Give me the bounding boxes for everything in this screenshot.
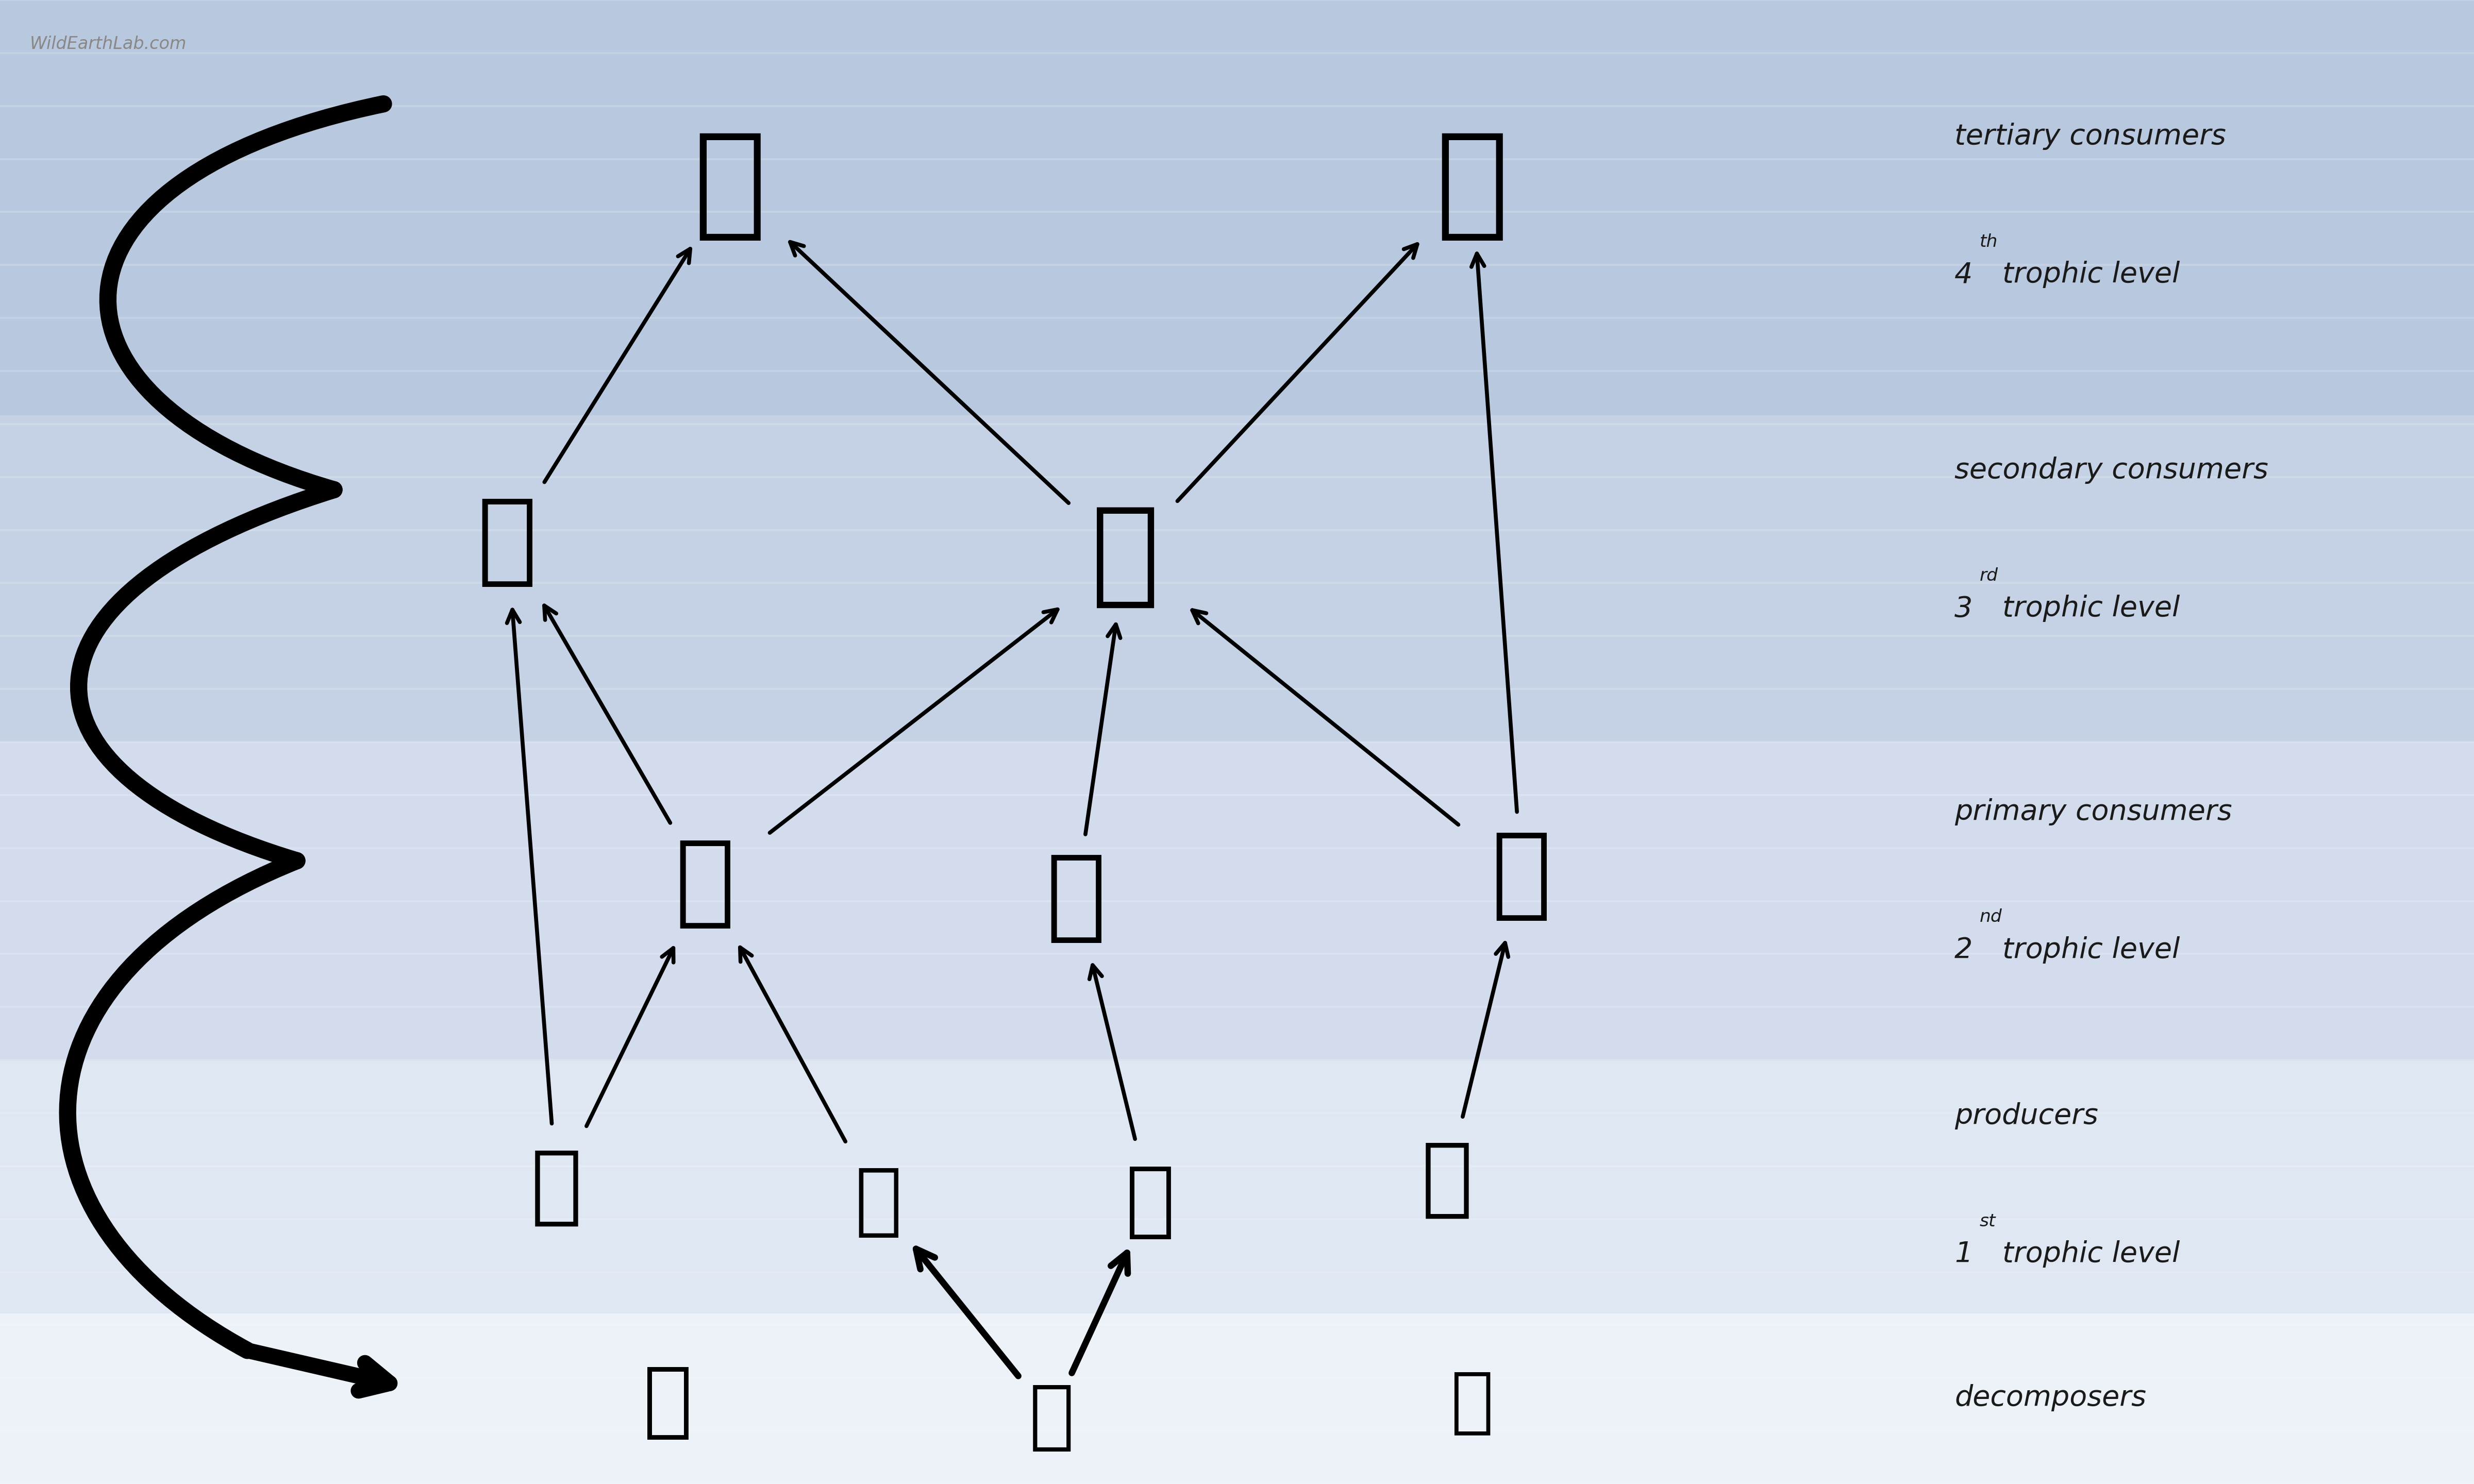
Text: decomposers: decomposers: [1954, 1385, 2147, 1411]
Text: 🦋: 🦋: [675, 834, 735, 932]
Text: st: st: [1979, 1212, 1997, 1230]
Text: 🐍: 🐍: [1091, 502, 1160, 611]
Text: secondary consumers: secondary consumers: [1954, 457, 2269, 484]
Text: 🐦: 🐦: [477, 493, 537, 591]
Text: trophic level: trophic level: [2001, 1241, 2180, 1267]
Text: 🪱: 🪱: [1029, 1382, 1074, 1453]
Bar: [0, 0, 2474, 416]
Text: trophic level: trophic level: [2001, 936, 2180, 963]
Text: rd: rd: [1979, 567, 1999, 585]
Text: 🍄: 🍄: [1450, 1368, 1494, 1437]
Text: 🦢: 🦢: [1047, 849, 1106, 947]
Bar: [0, 1313, 2474, 1484]
Text: primary consumers: primary consumers: [1954, 798, 2232, 825]
Text: 🦅: 🦅: [693, 126, 767, 245]
Text: trophic level: trophic level: [2001, 595, 2180, 622]
Text: trophic level: trophic level: [2001, 261, 2180, 288]
Text: producers: producers: [1954, 1103, 2098, 1129]
Text: tertiary consumers: tertiary consumers: [1954, 123, 2227, 150]
Text: nd: nd: [1979, 908, 2001, 926]
Text: 🐰: 🐰: [1492, 827, 1551, 925]
Bar: [0, 742, 2474, 1061]
Text: 🍄: 🍄: [643, 1362, 693, 1442]
Text: 🌿: 🌿: [1126, 1162, 1175, 1242]
Text: 1: 1: [1954, 1241, 1972, 1267]
Bar: [0, 1061, 2474, 1313]
Text: th: th: [1979, 233, 1999, 251]
Text: 2: 2: [1954, 936, 1972, 963]
Text: 4: 4: [1954, 261, 1972, 288]
Text: 3: 3: [1954, 595, 1972, 622]
Text: 🍓: 🍓: [532, 1146, 581, 1229]
Text: 🌼: 🌼: [854, 1163, 903, 1241]
Text: 🦊: 🦊: [1435, 126, 1509, 245]
Bar: [0, 416, 2474, 742]
Text: WildEarthLab.com: WildEarthLab.com: [30, 36, 186, 52]
Text: 🍃: 🍃: [1423, 1138, 1472, 1221]
